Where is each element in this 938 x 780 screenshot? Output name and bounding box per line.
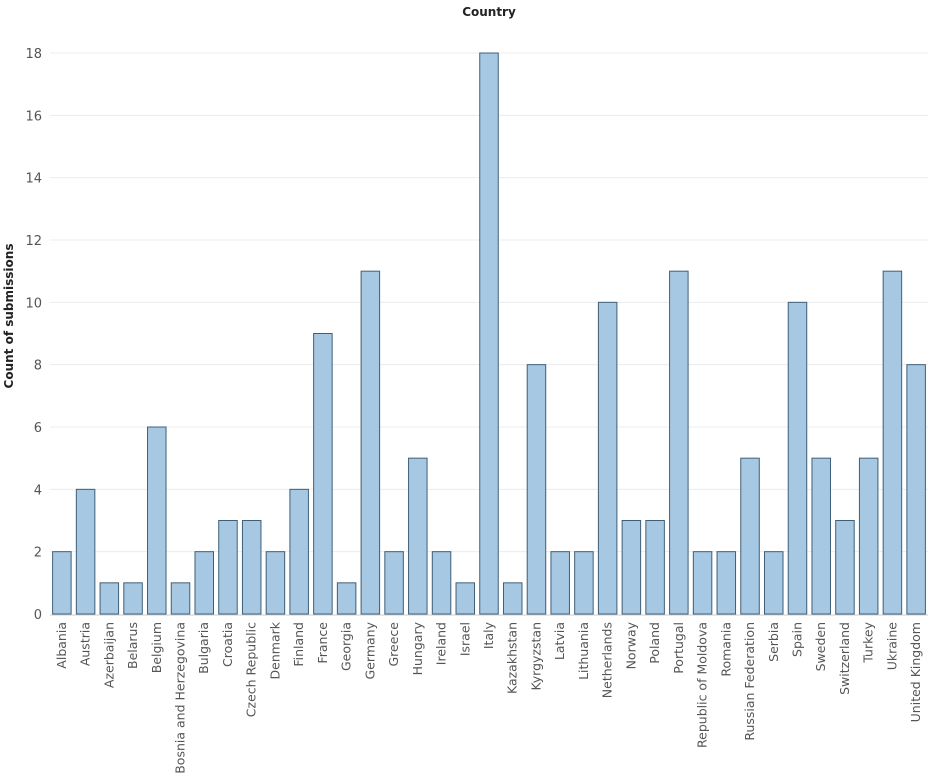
bar [52, 551, 72, 615]
x-tick-label: Portugal [671, 622, 686, 674]
bar [408, 457, 428, 615]
x-tick-label: Israel [457, 622, 472, 656]
x-tick-label: Azerbaijan [101, 622, 116, 688]
y-tick-label: 4 [34, 483, 42, 498]
x-tick-label: Kazakhstan [505, 622, 520, 694]
y-tick-label: 10 [25, 296, 42, 311]
x-tick-label: Georgia [339, 622, 354, 671]
x-tick-label: Serbia [766, 622, 781, 662]
x-tick-label: United Kingdom [908, 622, 923, 722]
bar [194, 551, 214, 615]
bar [526, 364, 547, 615]
bar [502, 582, 523, 615]
y-tick-label: 16 [25, 109, 42, 124]
bar [550, 551, 570, 615]
bar [835, 520, 855, 615]
bar [787, 301, 808, 615]
bar [692, 551, 713, 615]
bar [455, 582, 476, 615]
x-tick-label: Poland [647, 622, 662, 664]
bar [645, 520, 665, 615]
x-tick-label: Spain [789, 622, 804, 657]
x-tick-label: Ireland [434, 622, 449, 665]
x-tick-label: Ukraine [884, 622, 899, 671]
bar [218, 520, 238, 615]
x-tick-label: Croatia [220, 622, 235, 667]
y-axis-label: Count of submissions [2, 244, 16, 389]
x-tick-label: Greece [386, 622, 401, 667]
x-axis-ticks: Albania Austria Azerbaijan Belarus Belgium Bo… [54, 621, 923, 774]
x-tick-label: Austria [78, 622, 93, 666]
x-tick-label: Russian Federation [742, 622, 757, 741]
bar [313, 333, 333, 615]
bar [479, 52, 499, 615]
x-tick-label: Republic of Moldova [695, 622, 710, 748]
y-tick-label: 8 [34, 359, 42, 374]
bar [99, 582, 120, 615]
x-tick-label: Germany [362, 621, 377, 679]
bar [574, 551, 594, 615]
y-tick-label: 14 [25, 172, 42, 187]
bar [147, 426, 167, 615]
bar [858, 457, 879, 615]
x-tick-label: Finland [291, 622, 306, 667]
x-tick-label: Lithuania [576, 622, 591, 680]
x-tick-label: Kyrgyzstan [528, 622, 543, 691]
bar [716, 551, 737, 615]
bars [52, 52, 926, 615]
y-tick-label: 6 [34, 421, 42, 436]
bar [597, 301, 618, 615]
y-tick-label: 12 [25, 234, 42, 249]
bar [336, 582, 357, 615]
x-tick-label: Norway [623, 621, 638, 669]
x-tick-label: Czech Republic [244, 622, 259, 717]
x-tick-label: France [315, 622, 330, 664]
x-tick-label: Romania [718, 622, 733, 677]
bar [621, 520, 642, 615]
bar [740, 457, 760, 615]
x-tick-label: Albania [54, 622, 69, 669]
y-tick-label: 0 [34, 608, 42, 623]
bar [360, 270, 381, 615]
x-tick-label: Hungary [410, 621, 425, 675]
bar [811, 457, 831, 615]
x-tick-label: Belgium [149, 622, 164, 673]
x-tick-label: Switzerland [837, 622, 852, 695]
bar [882, 270, 903, 615]
bar [669, 270, 689, 615]
bar [289, 488, 309, 615]
x-tick-label: Turkey [861, 621, 876, 663]
x-tick-label: Bulgaria [196, 622, 211, 674]
bar [384, 551, 404, 615]
x-tick-label: Belarus [125, 622, 140, 669]
x-tick-label: Denmark [267, 621, 282, 679]
bar [75, 488, 96, 615]
x-tick-label: Italy [481, 621, 496, 649]
x-tick-label: Latvia [552, 622, 567, 660]
bar [265, 551, 286, 615]
bar [906, 364, 926, 615]
chart-title: Country [462, 5, 516, 19]
y-axis-ticks: 0 2 4 6 8 10 12 14 16 18 [25, 47, 42, 623]
bar [241, 520, 262, 615]
bar [764, 551, 784, 615]
y-tick-label: 18 [25, 47, 42, 62]
x-tick-label: Netherlands [600, 622, 615, 698]
y-tick-label: 2 [34, 546, 42, 561]
bar [431, 551, 452, 615]
x-tick-label: Bosnia and Herzegovina [173, 622, 188, 774]
bar [123, 582, 143, 615]
bar [170, 582, 191, 615]
x-tick-label: Sweden [813, 622, 828, 671]
